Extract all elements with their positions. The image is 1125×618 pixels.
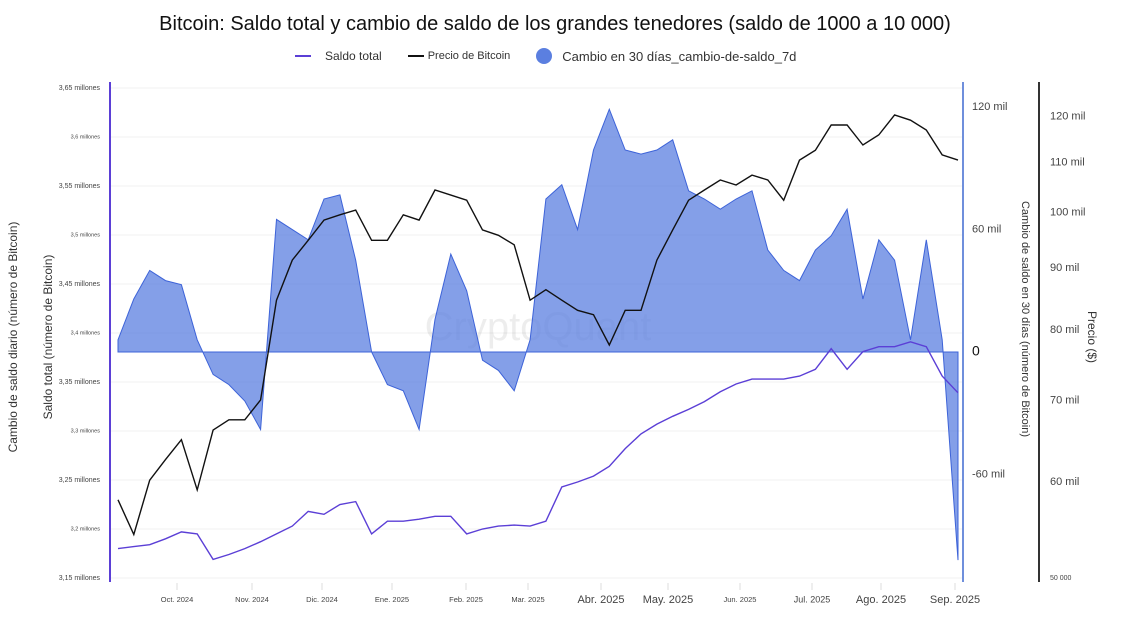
legend-label: Cambio en 30 días_cambio-de-saldo_7d: [562, 48, 797, 64]
x-tick-label: Sep. 2025: [930, 594, 980, 606]
left-tick-label: 3,25 millones: [59, 477, 101, 484]
right2-tick-label: 70 mil: [1050, 395, 1079, 407]
bitcoin-price-line: [117, 114, 959, 537]
right2-tick-label: 120 mil: [1050, 111, 1085, 123]
right1-tick-label: 0: [972, 343, 980, 359]
left-tick-label: 3,65 millones: [59, 85, 101, 92]
legend: Saldo total Precio de Bitcoin Cambio en …: [295, 48, 822, 64]
left-tick-label: 3,35 millones: [59, 379, 101, 386]
total-balance-line: [117, 341, 959, 561]
left-tick-label: 3,45 millones: [59, 281, 101, 288]
x-tick-label: Jul. 2025: [794, 594, 831, 604]
left-tick-label: 3,2 millones: [71, 526, 101, 532]
legend-item-cambio[interactable]: Cambio en 30 días_cambio-de-saldo_7d: [536, 48, 796, 64]
x-tick-label: Mar. 2025: [511, 595, 544, 604]
left-tick-label: 3,4 millones: [71, 330, 101, 336]
left-tick-label: 3,3 millones: [71, 428, 101, 434]
x-tick-label: Abr. 2025: [577, 594, 624, 606]
x-tick-label: Ago. 2025: [856, 594, 906, 606]
x-tick-label: Dic. 2024: [306, 595, 338, 604]
left-tick-label: 3,55 millones: [59, 183, 101, 190]
x-tick-label: Ene. 2025: [375, 595, 409, 604]
x-tick-label: May. 2025: [643, 594, 694, 606]
right2-tick-label: 90 mil: [1050, 262, 1079, 274]
right2-tick-label: 80 mil: [1050, 324, 1079, 336]
x-tick-label: Nov. 2024: [235, 595, 269, 604]
legend-label: Precio de Bitcoin: [427, 50, 511, 62]
x-tick-label: Feb. 2025: [449, 595, 483, 604]
balance-change-area: [117, 107, 959, 561]
left-outer-axis-label: Cambio de saldo diario (número de Bitcoi…: [6, 221, 20, 453]
x-tick-label: Jun. 2025: [724, 595, 757, 604]
legend-swatch-purple-line: [295, 55, 311, 57]
right1-tick-label: -60 mil: [972, 468, 1005, 480]
right2-tick-label: 50 000: [1050, 575, 1072, 582]
left-tick-label: 3,6 millones: [71, 134, 101, 140]
legend-item-precio[interactable]: Precio de Bitcoin: [407, 50, 511, 62]
right2-axis-label: Precio ($): [1085, 310, 1099, 363]
legend-swatch-blue-dot: [536, 48, 553, 64]
left-axis-label: Saldo total (número de Bitcoin): [41, 254, 55, 420]
legend-swatch-black-line: [407, 55, 424, 57]
right2-tick-label: 110 mil: [1050, 156, 1085, 168]
legend-label: Saldo total: [325, 49, 382, 63]
right2-tick-label: 100 mil: [1050, 207, 1085, 219]
left-tick-label: 3,15 millones: [59, 575, 101, 582]
chart-title: Bitcoin: Saldo total y cambio de saldo d…: [159, 13, 951, 35]
x-tick-label: Oct. 2024: [161, 595, 194, 604]
right1-tick-label: 120 mil: [972, 101, 1007, 113]
right2-tick-label: 60 mil: [1050, 476, 1079, 488]
right1-tick-label: 60 mil: [972, 224, 1001, 236]
left-tick-label: 3,5 millones: [71, 232, 101, 238]
right1-axis-label: Cambio de saldo en 30 días (número de Bi…: [1019, 200, 1031, 438]
legend-item-saldo-total[interactable]: Saldo total: [295, 49, 382, 63]
